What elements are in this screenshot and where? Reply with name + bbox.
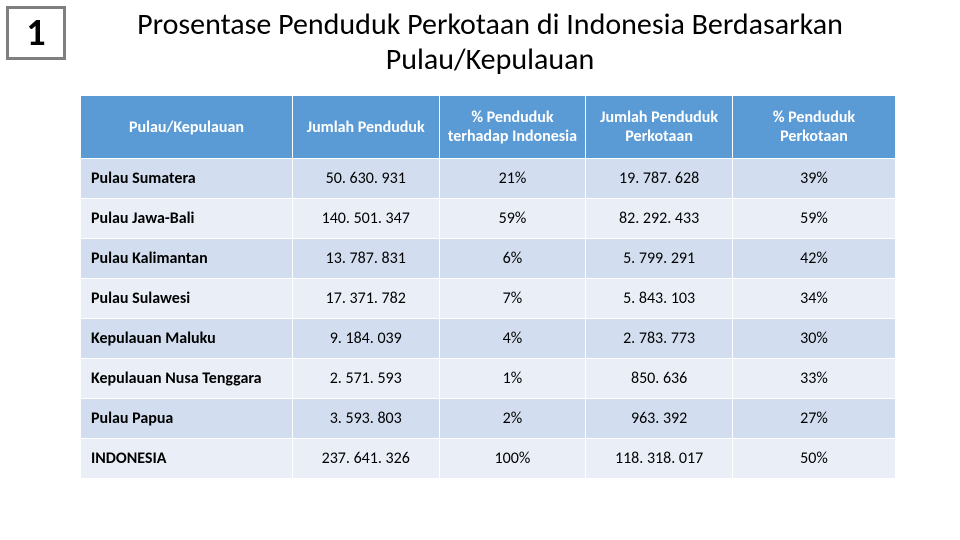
col-header-population: Jumlah Penduduk: [292, 96, 439, 159]
cell-pct-urban: 27%: [732, 399, 895, 439]
cell-island: Kepulauan Maluku: [81, 319, 293, 359]
cell-urban-pop: 118. 318. 017: [586, 439, 733, 479]
col-header-urban-pop: Jumlah Penduduk Perkotaan: [586, 96, 733, 159]
col-header-pct-urban: % Penduduk Perkotaan: [732, 96, 895, 159]
slide: 1 Prosentase Penduduk Perkotaan di Indon…: [0, 0, 960, 540]
table-row: INDONESIA 237. 641. 326 100% 118. 318. 0…: [81, 439, 896, 479]
cell-pct-urban: 34%: [732, 279, 895, 319]
table-row: Pulau Sumatera 50. 630. 931 21% 19. 787.…: [81, 159, 896, 199]
cell-population: 3. 593. 803: [292, 399, 439, 439]
cell-urban-pop: 82. 292. 433: [586, 199, 733, 239]
cell-urban-pop: 2. 783. 773: [586, 319, 733, 359]
cell-population: 50. 630. 931: [292, 159, 439, 199]
cell-population: 2. 571. 593: [292, 359, 439, 399]
population-table: Pulau/Kepulauan Jumlah Penduduk % Pendud…: [80, 95, 896, 479]
table-row: Pulau Sulawesi 17. 371. 782 7% 5. 843. 1…: [81, 279, 896, 319]
table-header-row: Pulau/Kepulauan Jumlah Penduduk % Pendud…: [81, 96, 896, 159]
cell-population: 237. 641. 326: [292, 439, 439, 479]
cell-pct-indo: 1%: [439, 359, 586, 399]
cell-population: 17. 371. 782: [292, 279, 439, 319]
page-title: Prosentase Penduduk Perkotaan di Indones…: [0, 8, 960, 77]
cell-urban-pop: 19. 787. 628: [586, 159, 733, 199]
cell-urban-pop: 5. 843. 103: [586, 279, 733, 319]
cell-urban-pop: 5. 799. 291: [586, 239, 733, 279]
cell-pct-indo: 59%: [439, 199, 586, 239]
cell-island: Kepulauan Nusa Tenggara: [81, 359, 293, 399]
cell-population: 13. 787. 831: [292, 239, 439, 279]
cell-island: Pulau Jawa-Bali: [81, 199, 293, 239]
cell-population: 140. 501. 347: [292, 199, 439, 239]
cell-pct-urban: 50%: [732, 439, 895, 479]
slide-number: 1: [26, 10, 45, 56]
cell-pct-urban: 42%: [732, 239, 895, 279]
table-row: Pulau Papua 3. 593. 803 2% 963. 392 27%: [81, 399, 896, 439]
cell-pct-indo: 21%: [439, 159, 586, 199]
cell-island: Pulau Sumatera: [81, 159, 293, 199]
cell-pct-urban: 30%: [732, 319, 895, 359]
cell-pct-indo: 100%: [439, 439, 586, 479]
cell-island: Pulau Papua: [81, 399, 293, 439]
cell-pct-urban: 39%: [732, 159, 895, 199]
cell-urban-pop: 963. 392: [586, 399, 733, 439]
cell-population: 9. 184. 039: [292, 319, 439, 359]
cell-island: Pulau Sulawesi: [81, 279, 293, 319]
cell-pct-indo: 2%: [439, 399, 586, 439]
table-row: Kepulauan Maluku 9. 184. 039 4% 2. 783. …: [81, 319, 896, 359]
table-row: Pulau Kalimantan 13. 787. 831 6% 5. 799.…: [81, 239, 896, 279]
cell-island: INDONESIA: [81, 439, 293, 479]
cell-pct-indo: 6%: [439, 239, 586, 279]
col-header-pct-indo: % Penduduk terhadap Indonesia: [439, 96, 586, 159]
cell-pct-urban: 33%: [732, 359, 895, 399]
slide-number-box: 1: [6, 6, 66, 60]
col-header-island: Pulau/Kepulauan: [81, 96, 293, 159]
cell-pct-urban: 59%: [732, 199, 895, 239]
cell-pct-indo: 4%: [439, 319, 586, 359]
table-row: Kepulauan Nusa Tenggara 2. 571. 593 1% 8…: [81, 359, 896, 399]
cell-pct-indo: 7%: [439, 279, 586, 319]
table-container: Pulau/Kepulauan Jumlah Penduduk % Pendud…: [0, 95, 960, 479]
cell-island: Pulau Kalimantan: [81, 239, 293, 279]
table-row: Pulau Jawa-Bali 140. 501. 347 59% 82. 29…: [81, 199, 896, 239]
cell-urban-pop: 850. 636: [586, 359, 733, 399]
